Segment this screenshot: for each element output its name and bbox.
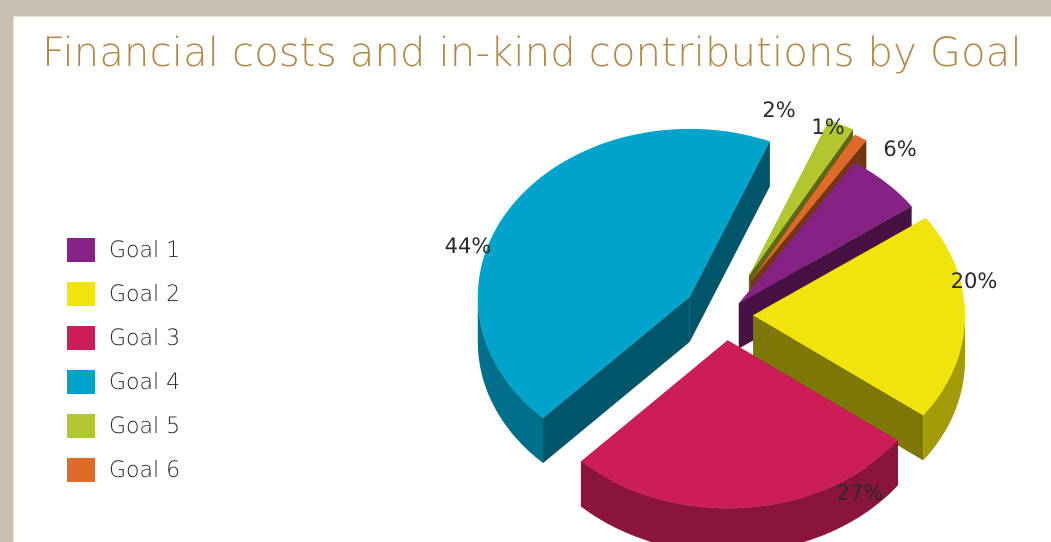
pie-slice-goal-4 (477, 128, 770, 419)
pie-slice-outer-wall (923, 315, 965, 461)
legend-swatch (67, 370, 95, 394)
data-label-goal-5: 2% (762, 98, 795, 122)
legend-label: Goal 3 (109, 325, 181, 351)
legend-swatch (67, 238, 95, 262)
pie-slice-goal-2 (752, 217, 965, 416)
legend-item-goal-3: Goal 3 (67, 316, 267, 360)
legend-swatch (67, 326, 95, 350)
chart-title: Financial costs and in-kind contribution… (42, 30, 1022, 76)
legend-label: Goal 4 (109, 369, 181, 395)
legend-item-goal-2: Goal 2 (67, 272, 267, 316)
legend-label: Goal 2 (109, 281, 181, 307)
legend-label: Goal 6 (109, 457, 181, 483)
legend-item-goal-1: Goal 1 (67, 228, 267, 272)
legend-item-goal-4: Goal 4 (67, 360, 267, 404)
pie-slice-cut-face (543, 296, 690, 464)
pie-slice-wall (477, 141, 770, 464)
data-label-goal-1: 6% (883, 137, 916, 161)
legend-swatch (67, 414, 95, 438)
legend-swatch (67, 458, 95, 482)
pie-slice-outer-wall (477, 296, 544, 464)
legend-item-goal-6: Goal 6 (67, 448, 267, 492)
pie-slice-goal-5 (748, 120, 854, 276)
legend-swatch (67, 282, 95, 306)
legend: Goal 1 Goal 2 Goal 3 Goal 4 Goal 5 Goal … (67, 228, 267, 492)
legend-label: Goal 5 (109, 413, 181, 439)
legend-item-goal-5: Goal 5 (67, 404, 267, 448)
data-label-goal-4: 44% (445, 234, 492, 258)
pie-slice-goal-6 (750, 134, 867, 282)
pie-tops (477, 120, 965, 509)
data-label-goal-3: 27% (837, 481, 884, 505)
pie-slice-goal-1 (738, 162, 912, 304)
data-label-goal-6: 1% (811, 115, 844, 139)
data-label-goal-2: 20% (951, 269, 998, 293)
legend-label: Goal 1 (109, 237, 181, 263)
pie-slice-goal-3 (580, 340, 898, 509)
pie-slice-outer-wall (580, 440, 898, 542)
pie-slice-cut-face (689, 141, 770, 342)
pie-slice-cut-face (752, 315, 924, 461)
